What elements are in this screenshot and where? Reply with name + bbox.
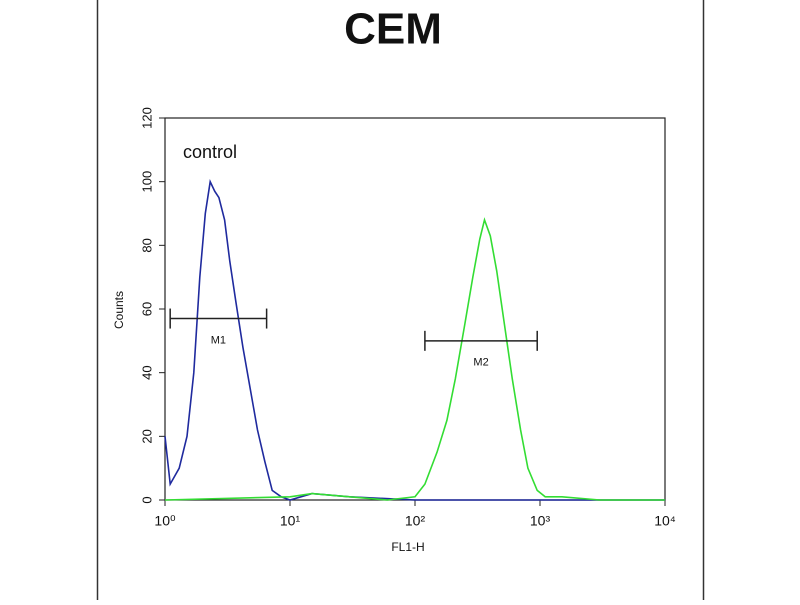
plot-area (164, 117, 666, 501)
x-tick-label: 10⁴ (654, 513, 676, 529)
marker-label: M1 (211, 334, 226, 346)
x-tick-label: 10² (405, 513, 426, 529)
chart-title: CEM (344, 5, 442, 54)
frame (96, 0, 705, 602)
series-line (164, 179, 665, 501)
x-tick-label: 10¹ (280, 513, 301, 529)
y-tick-label: 100 (139, 171, 154, 193)
x-tick-label: 10⁰ (154, 513, 176, 529)
y-tick-label: 20 (139, 429, 154, 443)
y-tick-label: 120 (139, 107, 154, 129)
annotation: control (183, 142, 237, 162)
series-line (164, 217, 665, 501)
marker-label: M2 (473, 357, 488, 369)
y-tick-label: 0 (139, 496, 154, 503)
x-tick-label: 10³ (530, 513, 551, 529)
y-tick-label: 40 (139, 365, 154, 379)
y-axis-label: Counts (112, 291, 126, 329)
y-tick-label: 60 (139, 302, 154, 316)
x-axis-label: FL1-H (391, 540, 424, 554)
y-tick-label: 80 (139, 238, 154, 252)
